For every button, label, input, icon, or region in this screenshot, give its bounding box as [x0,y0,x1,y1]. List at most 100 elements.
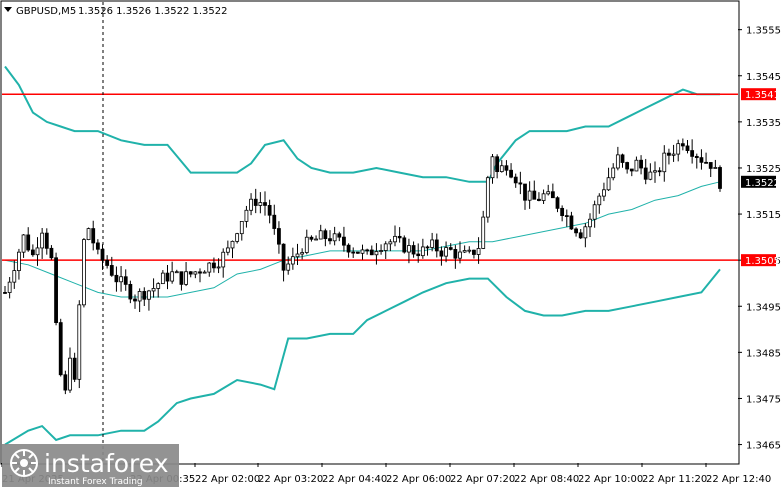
plot-frame [0,0,740,465]
candle-body [685,145,690,151]
candle-body [513,176,518,184]
candle-body [699,157,704,163]
candle-body [272,214,277,229]
y-tick-label: 1.3535 [746,118,781,129]
candle-body [105,259,110,266]
candle-body [360,249,365,254]
candle-body [620,154,625,163]
candle-body [453,249,458,259]
upper-band-line [4,65,720,183]
candle-body [365,249,370,252]
y-tick-label: 1.3545 [746,72,781,83]
candle-body [156,283,161,289]
candle-body [602,189,606,197]
candle-body [91,228,96,244]
candle-body [355,251,360,254]
candle-body [35,247,40,256]
candle-body [160,272,165,285]
candle-body [425,246,430,249]
y-tick-label: 1.3525 [746,164,781,175]
candle-body [77,304,82,380]
candle-body [63,374,68,391]
x-tick-label: 22 Apr 07:20 [450,474,515,485]
candle-body [123,276,128,285]
candle-body [583,226,588,239]
candle-body [165,272,170,282]
candle-body [388,241,393,245]
candle-body [26,234,31,251]
candle-body [578,232,583,239]
candle-body [17,251,21,271]
candle-body [407,245,411,253]
candle-body [142,291,147,300]
instaforex-watermark: instaforex Instant Forex Trading [2,444,179,487]
x-tick-label: 22 Apr 11:20 [642,474,707,485]
candle-body [72,357,77,380]
candle-body [68,357,72,391]
x-tick-label: 22 Apr 06:00 [386,474,451,485]
candle-body [588,218,592,228]
candle-body [694,155,699,159]
candle-body [323,230,328,240]
candle-body [499,165,504,173]
candle-body [3,292,7,294]
candle-body [337,233,342,238]
candle-body [263,202,267,206]
candle-body [147,290,151,300]
candle-body [137,291,142,302]
candle-body [184,271,188,285]
candle-body [708,162,713,169]
x-tick-label: 22 Apr 03:20 [258,474,323,485]
y-tick-label: 1.3495 [746,302,781,313]
candle-body [667,152,671,156]
candle-body [625,162,630,170]
candle-body [225,247,230,253]
candle-body [592,204,597,220]
candle-body [212,262,216,269]
candle-body [537,198,541,201]
dropdown-triangle-icon[interactable] [4,7,12,12]
candle-body [532,190,537,200]
symbol-label: GBPUSD,M5 [16,6,76,17]
candle-body [109,265,114,276]
ohlc-values: 1.3526 1.3526 1.3522 1.3522 [78,6,228,17]
candle-body [95,242,100,250]
candle-body [179,271,184,285]
candle-body [281,243,286,271]
candle-body [379,250,383,252]
candle-body [7,281,12,293]
candle-body [383,243,388,251]
candle-body [448,247,453,250]
candle-body [202,271,207,274]
x-tick-label: 22 Apr 08:40 [514,474,579,485]
candle-body [82,239,86,306]
candle-body [170,271,175,282]
candle-body [597,195,602,206]
candle-body [397,235,402,239]
candle-body [12,270,17,283]
candle-body [555,197,560,209]
candle-body [653,170,657,173]
candle-body [216,266,221,269]
candle-body [239,220,244,235]
candlesticks [3,138,722,395]
candle-body [481,216,486,249]
y-tick-label: 1.3465 [746,441,781,452]
candle-body [151,288,156,292]
candle-body [86,228,91,241]
candle-body [253,198,258,206]
y-tick-label: 1.3475 [746,394,781,405]
candle-body [467,249,472,252]
candle-body [40,232,45,249]
candle-body [444,247,448,257]
y-tick-label: 1.3485 [746,348,781,359]
candle-body [295,253,300,258]
level-price-tag-label: 1.3505 [745,256,780,267]
candle-body [198,271,202,274]
level-price-tag-label: 1.3541 [745,90,780,101]
candle-body [611,167,616,179]
candle-body [518,182,523,185]
level-price-tag [741,254,776,267]
